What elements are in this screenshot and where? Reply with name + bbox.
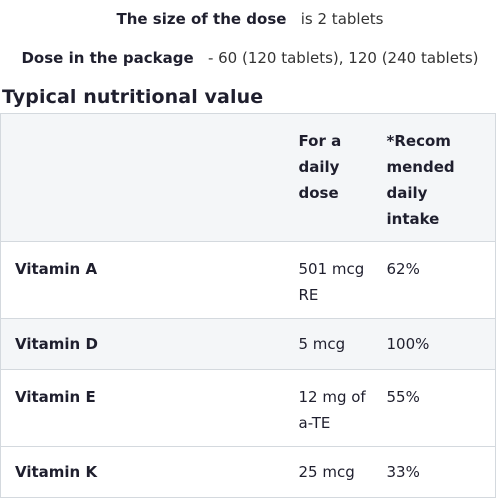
dose-size-line: The size of the dose is 2 tablets [0,10,500,28]
table-row: Vitamin A 501 mcg RE 62% [0,241,496,319]
table-row: Vitamin D 5 mcg 100% [0,318,496,370]
header-recommended-intake-text: *Recom mended daily intake [386,132,455,228]
intake-percent: 100% [374,318,496,370]
nutrition-table: For a daily dose *Recom mended daily int… [0,113,496,498]
nutrition-heading: Typical nutritional value [2,86,264,108]
vitamin-name: Vitamin E [0,369,285,447]
header-daily-dose-text: For a daily dose [298,132,342,202]
table-row: Vitamin E 12 mg of a-TE 55% [0,369,496,447]
header-name [0,113,285,242]
header-daily-dose: For a daily dose [284,113,375,242]
daily-dose-value: 501 mcg RE [284,241,375,319]
dose-size-value: is 2 tablets [300,10,384,28]
dose-package-label: Dose in the package [21,49,194,67]
daily-dose-text: 501 mcg RE [298,260,365,304]
daily-dose-value: 5 mcg [284,318,375,370]
intake-percent: 33% [374,446,496,498]
header-recommended-intake: *Recom mended daily intake [374,113,496,242]
dose-package-line: Dose in the package - 60 (120 tablets), … [0,49,500,67]
intake-percent: 62% [374,241,496,319]
dose-size-label: The size of the dose [116,10,287,28]
vitamin-name: Vitamin K [0,446,285,498]
daily-dose-value: 25 mcg [284,446,375,498]
daily-dose-text: 12 mg of a-TE [298,388,366,432]
intake-percent: 55% [374,369,496,447]
table-row: Vitamin K 25 mcg 33% [0,446,496,498]
table-header-row: For a daily dose *Recom mended daily int… [0,113,496,242]
daily-dose-value: 12 mg of a-TE [284,369,375,447]
vitamin-name: Vitamin A [0,241,285,319]
dose-package-value: - 60 (120 tablets), 120 (240 tablets) [207,49,479,67]
vitamin-name: Vitamin D [0,318,285,370]
